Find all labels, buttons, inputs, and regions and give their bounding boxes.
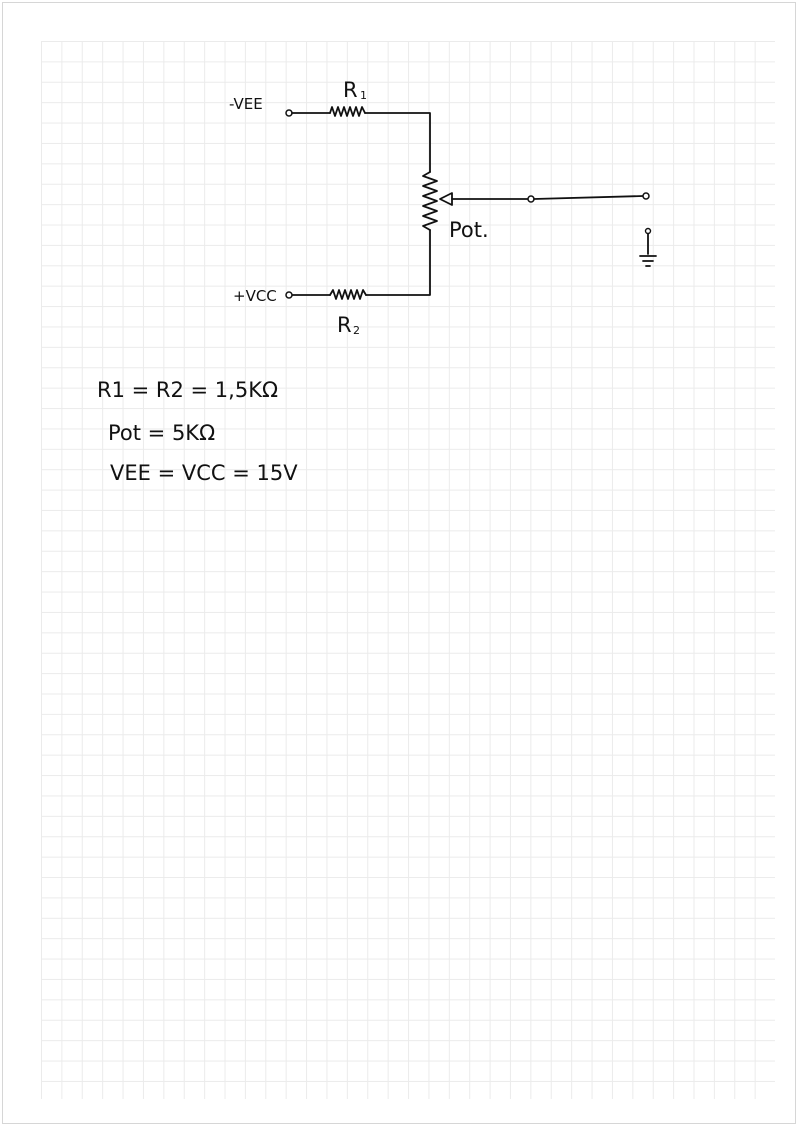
r2-subscript: 2 [353, 324, 360, 337]
vcc-terminal [285, 291, 293, 299]
potentiometer [422, 171, 438, 231]
vee-label: -VEE [229, 95, 263, 113]
output-terminal [642, 192, 650, 200]
vcc-label: +VCC [233, 287, 277, 305]
ground-terminal [644, 227, 652, 235]
ground-icon [639, 255, 657, 267]
pot-label: Pot. [449, 218, 489, 242]
pot-wiper-arrow [439, 192, 453, 206]
grid-background [41, 41, 775, 1099]
note-resistor-values: R1 = R2 = 1,5KΩ [97, 378, 278, 402]
wire-r1-pot [364, 112, 431, 173]
wire-to-output [533, 195, 644, 200]
r2-resistor [329, 289, 367, 300]
r2-label: R [337, 313, 352, 337]
r1-subscript: 1 [360, 89, 367, 102]
r1-resistor [329, 106, 366, 117]
r1-label: R [343, 78, 358, 102]
note-supply-values: VEE = VCC = 15V [110, 461, 298, 485]
note-pot-value: Pot = 5KΩ [108, 421, 215, 445]
wire-pot-r2 [365, 229, 431, 296]
